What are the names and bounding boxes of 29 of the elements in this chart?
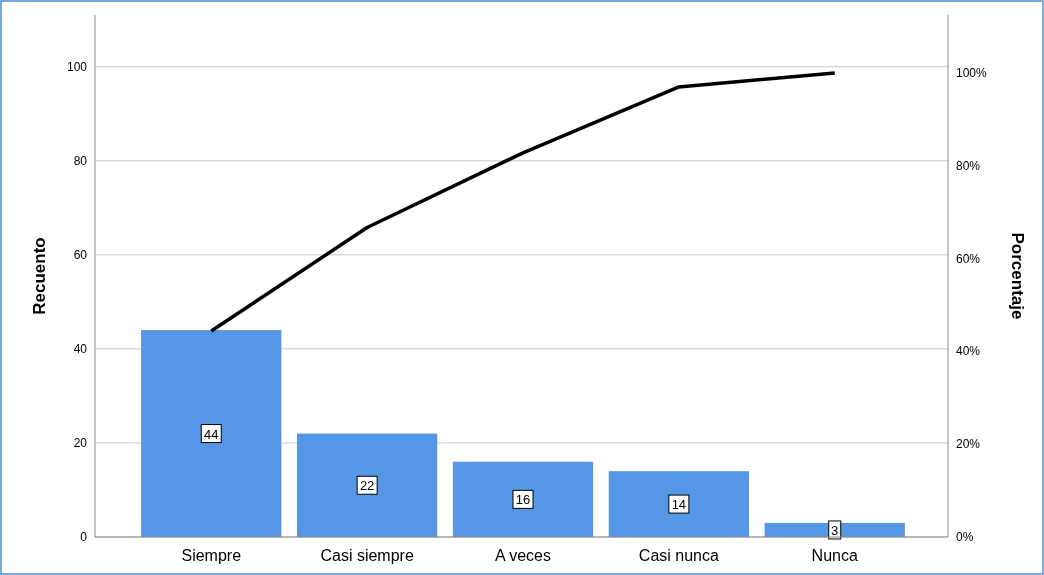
- y-tick-label: 40: [73, 341, 88, 356]
- y2-tick-label: 100%: [956, 66, 988, 80]
- y-tick-label: 0: [80, 530, 88, 544]
- data-label: 22: [359, 478, 375, 494]
- y2-tick-label: 60%: [956, 251, 981, 266]
- y-tick-label: 20: [73, 435, 88, 450]
- x-tick-label: A veces: [494, 547, 552, 564]
- bar: [452, 461, 594, 537]
- data-label: 3: [831, 522, 839, 538]
- x-tick-label: Casi siempre: [320, 547, 414, 564]
- y-axis-title: Recuento: [30, 237, 49, 315]
- y2-axis-title: Porcentaje: [1008, 232, 1027, 320]
- y-tick-label: 60: [73, 247, 88, 262]
- x-tick-label: Casi nunca: [638, 547, 719, 564]
- y-tick-label: 80: [73, 153, 88, 168]
- data-label: 16: [515, 492, 531, 508]
- data-label: 44: [204, 426, 219, 442]
- y2-tick-label: 80%: [956, 158, 981, 173]
- y2-tick-label: 20%: [956, 437, 981, 452]
- x-tick-label: Nunca: [811, 547, 858, 564]
- bar: [141, 330, 282, 537]
- y-tick-label: 100: [66, 59, 88, 74]
- x-tick-label: Siempre: [181, 547, 242, 564]
- bar: [608, 471, 750, 537]
- data-label: 14: [671, 497, 687, 513]
- y2-tick-label: 0%: [956, 530, 974, 544]
- bar: [296, 433, 438, 537]
- y2-tick-label: 40%: [956, 344, 981, 359]
- line-series: [209, 71, 837, 333]
